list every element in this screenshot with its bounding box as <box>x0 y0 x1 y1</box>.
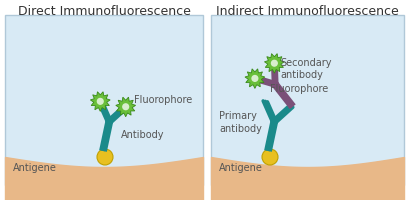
Polygon shape <box>245 69 265 89</box>
Polygon shape <box>90 92 110 112</box>
Text: Antigene: Antigene <box>13 162 57 172</box>
Text: Primary
antibody: Primary antibody <box>219 111 262 133</box>
Text: Secondary
antibody: Secondary antibody <box>280 58 332 80</box>
Polygon shape <box>116 98 136 117</box>
Circle shape <box>97 98 104 105</box>
Circle shape <box>251 75 258 83</box>
Polygon shape <box>99 151 111 163</box>
Circle shape <box>262 149 278 165</box>
Text: Antigene: Antigene <box>219 162 263 172</box>
Bar <box>211 16 404 185</box>
Text: Antibody: Antibody <box>121 129 165 139</box>
Text: Indirect Immunofluorescence: Indirect Immunofluorescence <box>216 5 398 18</box>
Circle shape <box>122 104 129 111</box>
Text: Fluorophore: Fluorophore <box>270 83 328 93</box>
Text: Direct Immunofluorescence: Direct Immunofluorescence <box>18 5 191 18</box>
Circle shape <box>97 149 113 165</box>
Text: Fluorophore: Fluorophore <box>134 94 192 104</box>
Circle shape <box>271 60 278 67</box>
Bar <box>5 16 203 185</box>
Polygon shape <box>264 151 276 163</box>
Polygon shape <box>265 54 284 74</box>
